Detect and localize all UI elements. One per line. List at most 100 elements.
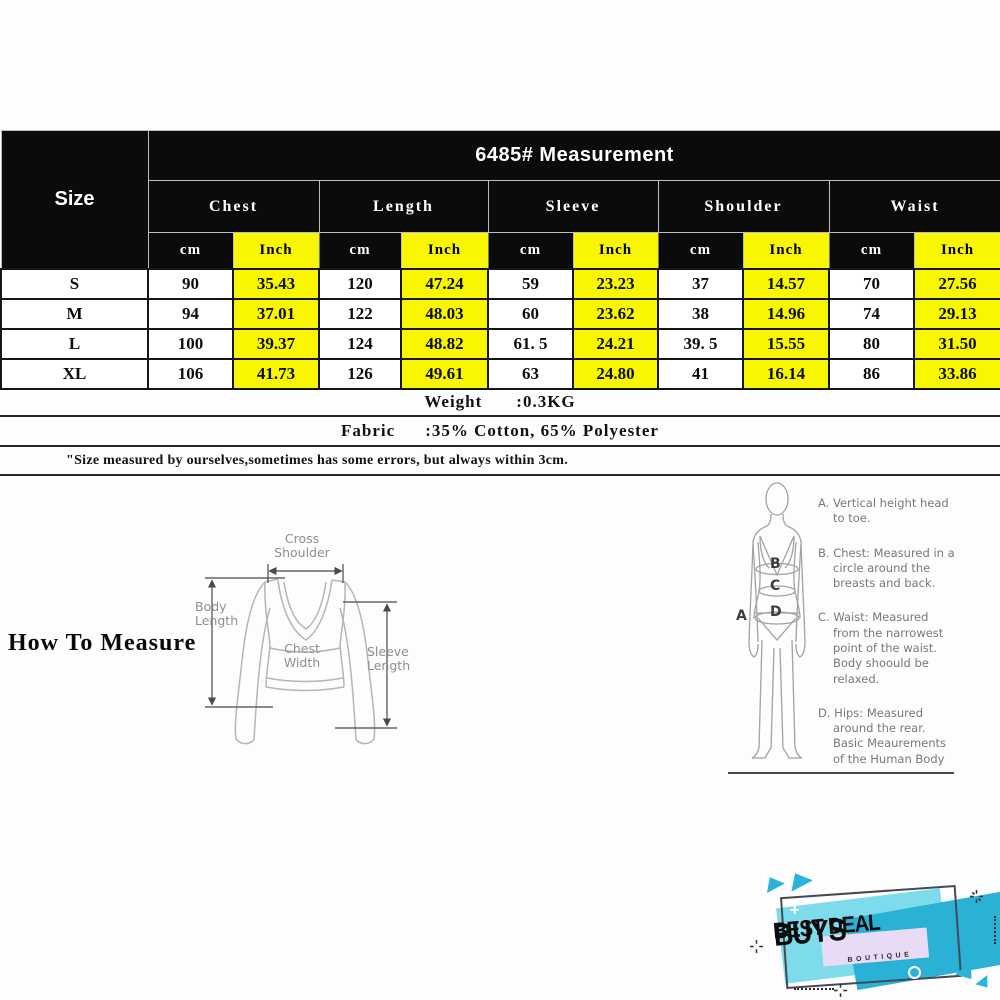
instruction-c: C. Waist: Measured from the narrowest po… xyxy=(818,610,944,686)
group-header-shoulder: Shoulder xyxy=(657,180,830,233)
brand-logo: BEST DEAL BUYS BOUTIQUE + xyxy=(750,870,1000,1000)
cm-value-cell: 106 xyxy=(147,357,234,390)
inch-value-cell: 23.62 xyxy=(572,297,659,330)
size-cell: S xyxy=(0,267,149,300)
cm-value-cell: 122 xyxy=(318,297,402,330)
garment-outline xyxy=(234,578,376,745)
cm-value-cell: 59 xyxy=(487,267,574,300)
dotted-line-icon xyxy=(994,916,996,944)
inch-value-cell: 49.61 xyxy=(400,357,489,390)
table-row: S 90 35.43 120 47.24 59 23.23 37 14.57 70 27.56 xyxy=(0,267,1000,300)
cm-value-cell: 70 xyxy=(828,267,915,300)
measure-instructions: A. Vertical height head to toe. B. Chest… xyxy=(818,496,966,786)
inch-value-cell: 41.73 xyxy=(232,357,320,390)
inch-value-cell: 47.24 xyxy=(400,267,489,300)
instruction-d: D. Hips: Measured around the rear. Basic… xyxy=(818,705,947,766)
logo-title-emph: BUYS xyxy=(772,911,848,953)
inch-value-cell: 24.80 xyxy=(572,357,659,390)
group-header-sleeve: Sleeve xyxy=(487,180,659,233)
cm-value-cell: 41 xyxy=(657,357,744,390)
dotted-line-icon xyxy=(794,988,834,990)
group-header-length: Length xyxy=(318,180,489,233)
inch-value-cell: 29.13 xyxy=(912,297,1000,330)
weight-label: Weight xyxy=(424,391,483,411)
unit-inch-header: Inch xyxy=(742,232,830,269)
unit-cm-header: cm xyxy=(487,232,574,269)
chest-width-label: Chest Width xyxy=(283,641,321,671)
plus-icon: + xyxy=(790,902,800,919)
how-to-measure-heading: How To Measure xyxy=(8,630,197,656)
unit-inch-header: Inch xyxy=(400,232,489,269)
fabric-row: Fabric :35% Cotton, 65% Polyester xyxy=(0,417,1000,447)
inch-value-cell: 27.56 xyxy=(912,267,1000,300)
group-header-row: Chest Length Sleeve Shoulder Waist xyxy=(1,180,1000,233)
sparkle-icon xyxy=(970,890,983,903)
size-note-row: "Size measured by ourselves,sometimes ha… xyxy=(0,447,1000,476)
size-cell: L xyxy=(0,327,149,360)
weight-value: :0.3KG xyxy=(516,391,576,411)
weight-row: Weight :0.3KG xyxy=(0,388,1000,417)
cm-value-cell: 120 xyxy=(318,267,402,300)
instruction-b: B. Chest: Measured in a circle around th… xyxy=(818,545,955,591)
inch-value-cell: 48.82 xyxy=(400,327,489,360)
inch-value-cell: 15.55 xyxy=(742,327,830,360)
triangle-icon xyxy=(786,868,814,891)
cm-value-cell: 38 xyxy=(657,297,744,330)
cm-value-cell: 90 xyxy=(147,267,234,300)
size-note: "Size measured by ourselves,sometimes ha… xyxy=(66,452,569,468)
unit-cm-header: cm xyxy=(147,232,234,269)
triangle-icon xyxy=(974,975,992,992)
sleeve-length-label: Sleeve Length xyxy=(367,644,411,674)
body-length-label: Body Length xyxy=(195,599,239,629)
size-table-body: S 90 35.43 120 47.24 59 23.23 37 14.57 70 27.56 M 94… xyxy=(0,267,1000,390)
table-row: XL 106 41.73 126 49.61 63 24.80 41 16.14 86 33.86 xyxy=(0,357,1000,390)
table-title: 6485# Measurement xyxy=(147,130,1000,181)
cm-value-cell: 80 xyxy=(828,327,915,360)
circle-icon xyxy=(908,966,921,979)
inch-value-cell: 16.14 xyxy=(742,357,830,390)
unit-header-row: cm Inch cm Inch cm Inch cm Inch cm Inch xyxy=(1,232,1000,269)
unit-inch-header: Inch xyxy=(572,232,659,269)
figure-letter-b: B xyxy=(770,556,781,572)
cm-value-cell: 126 xyxy=(318,357,402,390)
table-row: L 100 39.37 124 48.82 61. 5 24.21 39. 5 15.55 80 3… xyxy=(0,327,1000,360)
body-figure-diagram xyxy=(748,482,806,759)
cm-value-cell: 63 xyxy=(487,357,574,390)
dimension-arrows xyxy=(205,564,397,729)
cm-value-cell: 37 xyxy=(657,267,744,300)
figure-baseline xyxy=(728,772,954,774)
table-row: M 94 37.01 122 48.03 60 23.62 38 14.96 74 29.13 xyxy=(0,297,1000,330)
measurement-table: Size 6485# Measurement Chest Length Slee… xyxy=(0,130,1000,390)
inch-value-cell: 14.57 xyxy=(742,267,830,300)
figure-letter-d: D xyxy=(770,604,782,620)
cm-value-cell: 60 xyxy=(487,297,574,330)
inch-value-cell: 33.86 xyxy=(912,357,1000,390)
unit-inch-header: Inch xyxy=(913,232,1000,269)
fabric-value: :35% Cotton, 65% Polyester xyxy=(425,421,659,440)
cm-value-cell: 94 xyxy=(147,297,234,330)
sparkle-icon xyxy=(834,984,847,997)
size-cell: XL xyxy=(0,357,149,390)
inch-value-cell: 48.03 xyxy=(400,297,489,330)
unit-cm-header: cm xyxy=(318,232,402,269)
cm-value-cell: 124 xyxy=(318,327,402,360)
cm-value-cell: 100 xyxy=(147,327,234,360)
inch-value-cell: 24.21 xyxy=(572,327,659,360)
inch-value-cell: 39.37 xyxy=(232,327,320,360)
cross-shoulder-label: Cross Shoulder xyxy=(274,531,330,561)
unit-cm-header: cm xyxy=(828,232,915,269)
inch-value-cell: 31.50 xyxy=(912,327,1000,360)
cm-value-cell: 61. 5 xyxy=(487,327,574,360)
group-header-chest: Chest xyxy=(147,180,320,233)
cm-value-cell: 74 xyxy=(828,297,915,330)
info-section: Weight :0.3KG Fabric :35% Cotton, 65% Po… xyxy=(0,388,1000,476)
fabric-label: Fabric xyxy=(341,421,396,440)
figure-letter-c: C xyxy=(770,578,781,594)
inch-value-cell: 23.23 xyxy=(572,267,659,300)
table-title-row: Size 6485# Measurement xyxy=(0,130,1000,269)
garment-diagram xyxy=(205,564,397,745)
inch-value-cell: 37.01 xyxy=(232,297,320,330)
unit-inch-header: Inch xyxy=(232,232,320,269)
unit-cm-header: cm xyxy=(657,232,744,269)
